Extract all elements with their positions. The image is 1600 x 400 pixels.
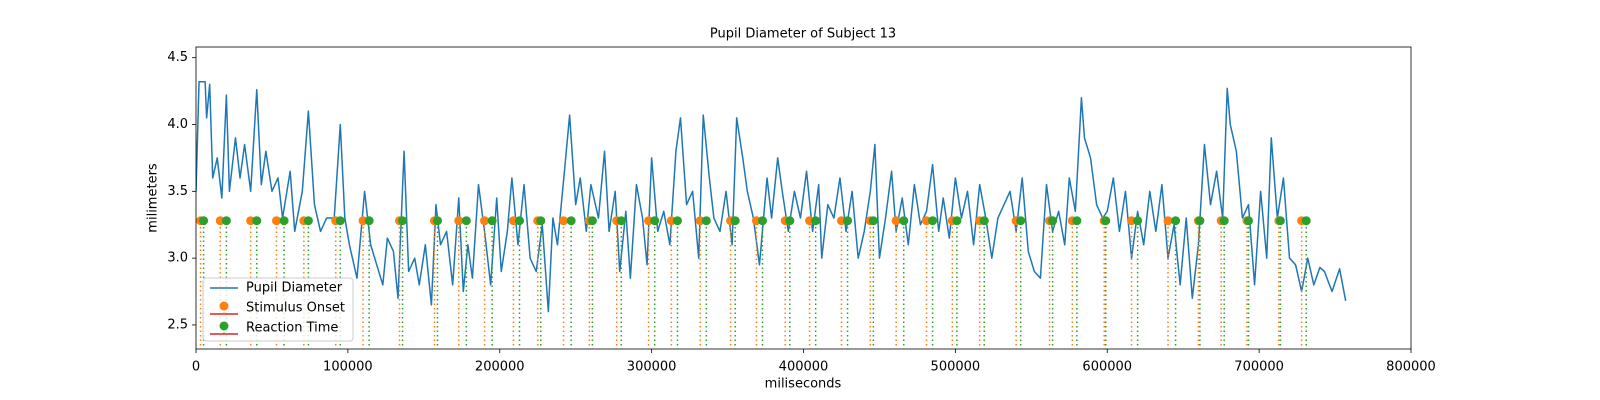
stem-marker xyxy=(650,216,660,226)
stem-marker xyxy=(928,216,938,226)
stem-marker xyxy=(757,216,767,226)
stem-marker xyxy=(364,216,374,226)
stem-marker xyxy=(514,216,524,226)
stem-marker xyxy=(587,216,597,226)
stem-marker xyxy=(868,216,878,226)
legend-marker xyxy=(219,301,229,311)
y-tick-label: 4.0 xyxy=(167,117,188,132)
stem-marker xyxy=(303,216,313,226)
x-tick-label: 500000 xyxy=(931,360,981,375)
stem-marker xyxy=(454,216,464,226)
x-tick-label: 400000 xyxy=(779,360,829,375)
stem-marker xyxy=(843,216,853,226)
stem-marker xyxy=(1301,216,1311,226)
stem-marker xyxy=(252,216,262,226)
y-tick-label: 4.5 xyxy=(167,50,188,65)
legend-label: Reaction Time xyxy=(246,321,338,336)
y-tick-label: 2.5 xyxy=(167,317,188,332)
stem-marker xyxy=(952,216,962,226)
stem-marker xyxy=(279,216,289,226)
x-axis-label: miliseconds xyxy=(765,377,842,392)
x-tick-label: 600000 xyxy=(1082,360,1132,375)
y-axis-label: milimeters xyxy=(146,163,161,233)
stem-marker xyxy=(536,216,546,226)
stem-marker xyxy=(1219,216,1229,226)
y-tick-label: 3.0 xyxy=(167,251,188,266)
stem-marker xyxy=(271,216,281,226)
legend-label: Pupil Diameter xyxy=(246,281,343,296)
stem-marker xyxy=(891,216,901,226)
stem-marker xyxy=(701,216,711,226)
stem-marker xyxy=(566,216,576,226)
x-tick-label: 700000 xyxy=(1234,360,1284,375)
x-tick-label: 200000 xyxy=(475,360,525,375)
stem-marker xyxy=(1275,216,1285,226)
stem-marker xyxy=(1048,216,1058,226)
stem-marker xyxy=(1195,216,1205,226)
stem-marker xyxy=(1101,216,1111,226)
legend-marker xyxy=(219,321,229,331)
axes-frame xyxy=(195,46,1412,350)
stem-marker xyxy=(432,216,442,226)
stem-marker xyxy=(979,216,989,226)
stem-marker xyxy=(480,216,490,226)
stem-marker xyxy=(1072,216,1082,226)
stem-marker xyxy=(899,216,909,226)
stem-marker xyxy=(487,216,497,226)
stem-marker xyxy=(616,216,626,226)
stem-marker xyxy=(335,216,345,226)
pupil-line xyxy=(196,80,1347,313)
x-tick-label: 0 xyxy=(192,360,200,375)
legend-label: Stimulus Onset xyxy=(246,301,345,316)
stem-marker xyxy=(811,216,821,226)
legend-box xyxy=(202,277,354,342)
stem-marker xyxy=(1133,216,1143,226)
stem-marker xyxy=(730,216,740,226)
stem-marker xyxy=(199,216,209,226)
stem-marker xyxy=(221,216,231,226)
stem-marker xyxy=(1016,216,1026,226)
y-tick-label: 3.5 xyxy=(167,184,188,199)
x-tick-label: 800000 xyxy=(1386,360,1436,375)
chart-title: Pupil Diameter of Subject 13 xyxy=(710,27,896,42)
x-tick-label: 100000 xyxy=(323,360,373,375)
stem-marker xyxy=(785,216,795,226)
stem-marker xyxy=(398,216,408,226)
x-tick-label: 300000 xyxy=(627,360,677,375)
stem-marker xyxy=(559,216,569,226)
stem-marker xyxy=(1171,216,1181,226)
stem-marker xyxy=(461,216,471,226)
stem-marker xyxy=(1243,216,1253,226)
stem-marker xyxy=(672,216,682,226)
stem-marker xyxy=(1163,216,1173,226)
